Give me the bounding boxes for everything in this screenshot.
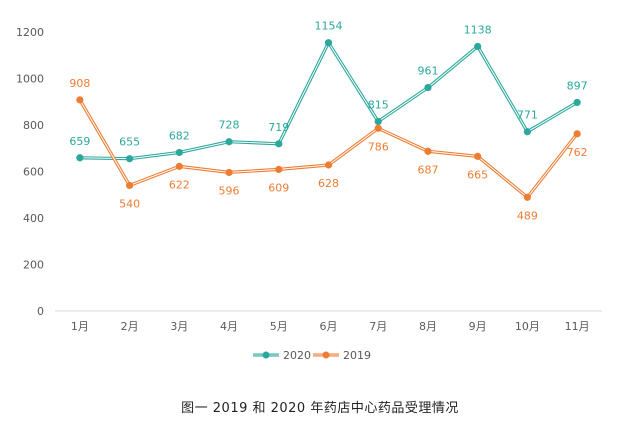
data-label-2020: 719 <box>268 121 289 134</box>
data-label-2019: 609 <box>268 181 289 194</box>
data-label-2020: 771 <box>517 109 538 122</box>
data-point-2020 <box>474 42 482 51</box>
data-point-2020 <box>175 148 183 157</box>
data-point-2020 <box>125 155 134 163</box>
data-label-2020: 961 <box>417 65 438 78</box>
legend-label-2019: 2019 <box>343 349 371 362</box>
data-point-2020 <box>523 128 532 136</box>
data-point-2020 <box>573 98 581 107</box>
data-label-2019: 762 <box>567 146 588 159</box>
line-chart: 0 200 400 600 800 1000 1200 1月 2月 3月 4月 5月 6月 7月 8月 9月 1… <box>16 20 602 362</box>
data-label-2019: 596 <box>219 184 240 197</box>
data-label-2020: 815 <box>368 99 389 112</box>
y-tick-label: 1000 <box>16 73 44 86</box>
x-tick-label: 8月 <box>419 320 437 333</box>
legend-marker-2019 <box>322 351 330 359</box>
x-tick-label: 5月 <box>270 320 288 333</box>
data-label-2020: 682 <box>169 129 190 142</box>
data-label-2020: 1154 <box>315 20 343 33</box>
data-label-2019: 665 <box>467 168 488 181</box>
data-point-2020 <box>374 117 382 126</box>
x-tick-label: 4月 <box>220 320 238 333</box>
y-tick-label: 1200 <box>16 26 44 39</box>
x-tick-label: 9月 <box>469 320 487 333</box>
x-tick-label: 1月 <box>71 320 89 333</box>
data-point-2019 <box>275 165 283 174</box>
x-tick-label: 6月 <box>320 320 338 333</box>
data-label-2020: 655 <box>119 136 140 149</box>
y-tick-label: 600 <box>23 166 44 179</box>
legend-marker-2020 <box>262 351 270 359</box>
data-point-2019 <box>424 147 432 155</box>
data-label-2020: 728 <box>219 119 240 132</box>
y-tick-label: 200 <box>23 259 44 272</box>
data-point-2020 <box>324 39 333 47</box>
data-label-2019: 622 <box>169 178 190 191</box>
data-point-2020 <box>225 138 233 146</box>
data-label-2020: 659 <box>69 135 90 148</box>
data-point-2019 <box>324 161 333 169</box>
y-tick-label: 0 <box>37 305 44 318</box>
data-point-2019 <box>573 130 581 138</box>
data-label-2019: 908 <box>69 77 90 90</box>
data-point-2020 <box>275 140 283 148</box>
y-tick-label: 800 <box>23 119 44 132</box>
data-point-2019 <box>474 152 482 160</box>
y-tick-label: 400 <box>23 212 44 225</box>
data-label-2019: 540 <box>119 197 140 210</box>
x-tick-label: 7月 <box>369 320 387 333</box>
data-point-2020 <box>76 154 84 162</box>
legend-label-2020: 2020 <box>283 349 311 362</box>
data-label-2020: 897 <box>567 79 588 92</box>
data-label-2020: 1138 <box>464 23 492 36</box>
data-point-2019 <box>175 162 183 170</box>
data-label-2019: 628 <box>318 177 339 190</box>
data-label-2019: 687 <box>417 163 438 176</box>
series-line-core-2020 <box>79 42 578 160</box>
data-point-2019 <box>225 168 233 177</box>
x-tick-label: 11月 <box>565 320 590 333</box>
data-point-2019 <box>76 96 84 104</box>
x-tick-label: 3月 <box>170 320 188 333</box>
figure-caption: 图一 2019 和 2020 年药店中心药品受理情况 <box>181 401 459 416</box>
series-line-2020 <box>79 41 578 161</box>
x-tick-label: 10月 <box>515 320 540 333</box>
data-point-2019 <box>523 193 532 201</box>
data-point-2020 <box>424 83 432 92</box>
data-point-2019 <box>374 124 382 132</box>
x-tick-label: 2月 <box>121 320 139 333</box>
data-point-2019 <box>125 181 134 190</box>
data-label-2019: 489 <box>517 209 538 222</box>
data-label-2019: 786 <box>368 140 389 153</box>
